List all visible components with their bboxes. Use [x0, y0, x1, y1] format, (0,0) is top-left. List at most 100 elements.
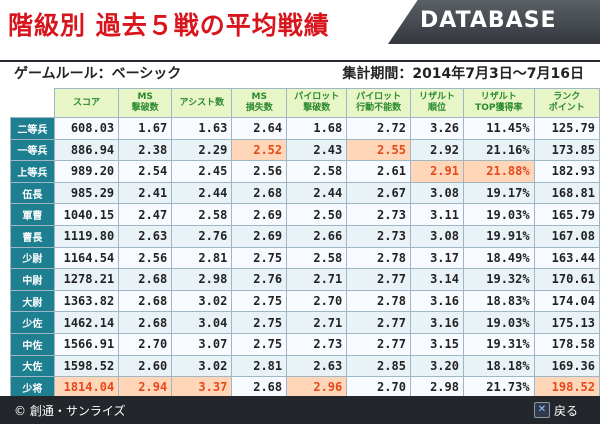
back-button[interactable]: 戻る — [554, 404, 579, 418]
table-cell: 18.18% — [462, 354, 535, 378]
table-cell: 167.08 — [533, 224, 600, 248]
table-cell: 2.75 — [231, 311, 288, 334]
table-cell: 2.50 — [286, 203, 348, 226]
row-header: 少将 — [10, 376, 55, 399]
row-header: 中尉 — [10, 268, 55, 291]
row-header: 伍長 — [10, 181, 55, 205]
row-header: 少尉 — [10, 246, 55, 270]
column-header: リザルト TOP獲得率 — [462, 88, 535, 118]
database-label: DATABASE — [420, 8, 557, 33]
table-cell: 2.96 — [286, 376, 348, 399]
table-cell: 3.14 — [409, 268, 464, 291]
table-cell: 3.08 — [409, 181, 464, 205]
table-cell: 1598.52 — [53, 354, 120, 378]
table-cell: 3.26 — [409, 117, 464, 140]
table-row: 軍曹 1040.15 2.47 2.58 2.69 2.50 2.73 3.11 19.03% 1… — [10, 203, 600, 226]
table-cell: 985.29 — [53, 181, 120, 205]
table-cell: 18.83% — [462, 289, 535, 313]
table-cell: 1566.91 — [53, 332, 120, 356]
table-cell: 3.02 — [171, 289, 233, 313]
table-cell: 173.85 — [533, 138, 600, 162]
table-cell: 2.71 — [286, 268, 348, 291]
table-cell: 2.77 — [346, 311, 411, 334]
table-cell: 2.75 — [231, 289, 288, 313]
stats-table: スコア MS 撃破数 アシスト数 MS 損失数 パイロット 撃破数 パイロット 行動不能数 リザルト… — [10, 88, 600, 399]
game-rule-label: ゲームルール：ベーシック — [14, 66, 182, 82]
row-header: 中佐 — [10, 332, 55, 356]
table-cell: 178.58 — [533, 332, 600, 356]
table-row: 少佐 1462.14 2.68 3.04 2.75 2.71 2.77 3.16 19.03% 1… — [10, 311, 600, 334]
table-cell: 3.04 — [171, 311, 233, 334]
table-row: 大佐 1598.52 2.60 3.02 2.81 2.63 2.85 3.20 18.18% 1… — [10, 354, 600, 378]
column-header: MS 損失数 — [231, 88, 288, 118]
table-cell: 3.07 — [171, 332, 233, 356]
row-header: 少佐 — [10, 311, 55, 334]
cross-button-icon[interactable]: ✕ — [534, 402, 550, 418]
table-cell: 2.66 — [286, 224, 348, 248]
table-cell: 2.60 — [118, 354, 173, 378]
table-cell: 2.70 — [118, 332, 173, 356]
table-cell: 3.16 — [409, 289, 464, 313]
table-cell: 2.75 — [231, 246, 288, 270]
table-cell: 2.72 — [346, 117, 411, 140]
row-header: 大尉 — [10, 289, 55, 313]
table-cell: 2.56 — [118, 246, 173, 270]
table-cell: 2.78 — [346, 289, 411, 313]
row-header: 上等兵 — [10, 160, 55, 183]
table-row: 二等兵 608.03 1.67 1.63 2.64 1.68 2.72 3.26 11.45% 1… — [10, 117, 600, 140]
table-cell: 1462.14 — [53, 311, 120, 334]
table-cell: 2.61 — [346, 160, 411, 183]
table-cell: 2.73 — [346, 224, 411, 248]
table-cell: 1363.82 — [53, 289, 120, 313]
table-row: 大尉 1363.82 2.68 3.02 2.75 2.70 2.78 3.16 18.83% 1… — [10, 289, 600, 313]
table-cell: 1814.04 — [53, 376, 120, 399]
row-header: 曹長 — [10, 224, 55, 248]
table-cell: 169.36 — [533, 354, 600, 378]
table-row: 伍長 985.29 2.41 2.44 2.68 2.44 2.67 3.08 19.17% 16… — [10, 181, 600, 205]
table-cell: 2.73 — [286, 332, 348, 356]
page-title: 階級別 過去５戦の平均戦績 — [8, 11, 330, 40]
table-cell: 2.73 — [346, 203, 411, 226]
table-cell: 2.71 — [286, 311, 348, 334]
table-cell: 2.77 — [346, 268, 411, 291]
column-header: ランク ポイント — [533, 88, 600, 118]
table-cell: 11.45% — [462, 117, 535, 140]
table-cell: 3.02 — [171, 354, 233, 378]
table-cell: 2.54 — [118, 160, 173, 183]
table-row: 一等兵 886.94 2.38 2.29 2.52 2.43 2.55 2.92 21.16% 1… — [10, 138, 600, 162]
period-label: 集計期間：2014年7月3日〜7月16日 — [342, 66, 584, 82]
table-cell: 3.37 — [171, 376, 233, 399]
table-cell: 2.77 — [346, 332, 411, 356]
table-cell: 2.29 — [171, 138, 233, 162]
table-cell: 21.16% — [462, 138, 535, 162]
table-cell: 2.81 — [171, 246, 233, 270]
table-cell: 125.79 — [533, 117, 600, 140]
table-cell: 2.44 — [286, 181, 348, 205]
table-cell: 2.94 — [118, 376, 173, 399]
table-cell: 198.52 — [533, 376, 600, 399]
table-cell: 1.63 — [171, 117, 233, 140]
table-cell: 18.49% — [462, 246, 535, 270]
table-cell: 2.92 — [409, 138, 464, 162]
table-cell: 2.68 — [231, 376, 288, 399]
table-cell: 2.63 — [286, 354, 348, 378]
table-cell: 1278.21 — [53, 268, 120, 291]
table-cell: 2.91 — [409, 160, 464, 183]
table-cell: 174.04 — [533, 289, 600, 313]
table-cell: 2.64 — [231, 117, 288, 140]
table-row: 曹長 1119.80 2.63 2.76 2.69 2.66 2.73 3.08 19.91% 1… — [10, 224, 600, 248]
table-row: 中佐 1566.91 2.70 3.07 2.75 2.73 2.77 3.15 19.31% 1… — [10, 332, 600, 356]
database-panel — [388, 0, 600, 44]
table-cell: 1164.54 — [53, 246, 120, 270]
table-cell: 21.88% — [462, 160, 535, 183]
footer-bar — [0, 396, 600, 424]
table-cell: 2.45 — [171, 160, 233, 183]
table-cell: 2.98 — [171, 268, 233, 291]
table-cell: 608.03 — [53, 117, 120, 140]
table-cell: 19.32% — [462, 268, 535, 291]
table-cell: 2.68 — [118, 311, 173, 334]
table-cell: 2.58 — [286, 246, 348, 270]
table-cell: 2.70 — [346, 376, 411, 399]
table-cell: 2.98 — [409, 376, 464, 399]
table-cell: 19.31% — [462, 332, 535, 356]
